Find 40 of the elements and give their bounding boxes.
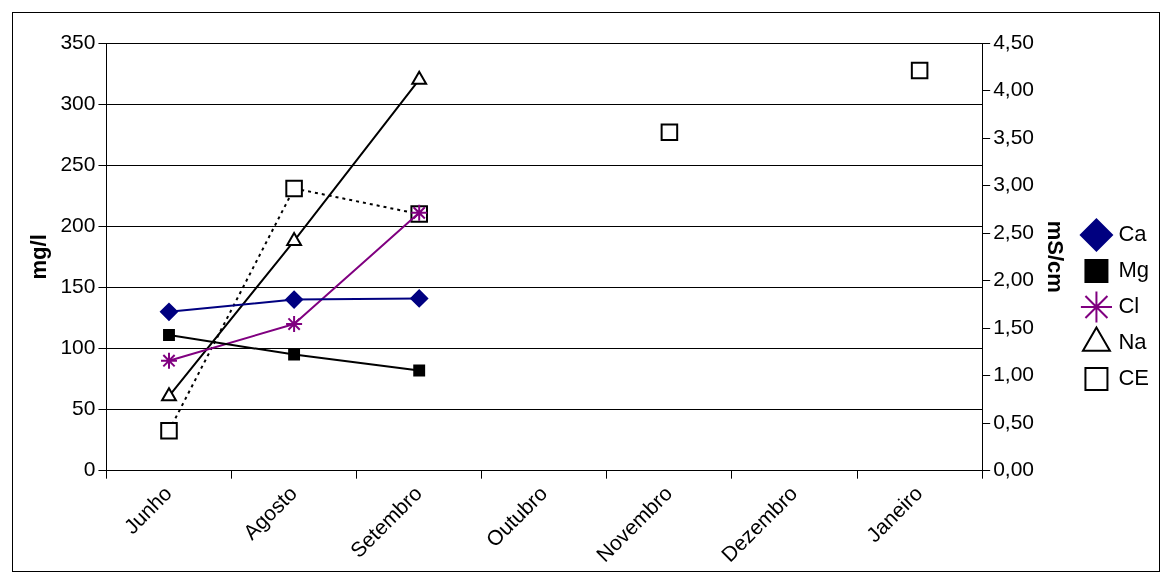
y-tick-label: 300 bbox=[60, 90, 96, 114]
legend-label: Ca bbox=[1118, 221, 1148, 247]
point bbox=[159, 351, 178, 370]
point bbox=[411, 70, 428, 85]
legend-label: Na bbox=[1118, 329, 1148, 355]
point bbox=[159, 302, 178, 321]
point bbox=[160, 421, 178, 440]
y2-tick-label: 0,50 bbox=[993, 409, 1035, 433]
y2-tick-label: 4,50 bbox=[993, 29, 1035, 53]
y2-axis-title: mS/cm bbox=[1043, 220, 1069, 293]
point bbox=[285, 315, 304, 334]
y2-tick-label: 0,00 bbox=[993, 457, 1035, 481]
legend-label: Mg bbox=[1118, 257, 1149, 283]
y-axis-title: mg/l bbox=[26, 234, 52, 280]
y2-tick-label: 1,50 bbox=[993, 314, 1035, 338]
point bbox=[285, 290, 304, 309]
point bbox=[410, 289, 429, 308]
y-tick-label: 50 bbox=[72, 396, 96, 420]
y-tick-label: 100 bbox=[60, 335, 96, 359]
point bbox=[910, 61, 929, 80]
y2-tick-label: 2,00 bbox=[993, 267, 1035, 291]
y-tick-label: 200 bbox=[60, 213, 96, 237]
point bbox=[286, 231, 303, 246]
y-tick-label: 250 bbox=[60, 151, 96, 175]
y2-tick-label: 4,00 bbox=[993, 77, 1035, 101]
y-tick-label: 150 bbox=[60, 274, 96, 298]
y-tick-label: 350 bbox=[60, 29, 96, 53]
point bbox=[288, 348, 301, 361]
y-tick-label: 0 bbox=[83, 457, 96, 481]
legend-label: CE bbox=[1118, 365, 1149, 391]
y2-tick-label: 2,50 bbox=[993, 219, 1035, 243]
y2-tick-label: 3,00 bbox=[993, 172, 1035, 196]
point bbox=[413, 364, 426, 377]
point bbox=[163, 329, 175, 341]
point bbox=[161, 387, 177, 402]
y2-tick-label: 1,00 bbox=[993, 362, 1035, 386]
point bbox=[285, 179, 303, 198]
y2-tick-label: 3,50 bbox=[993, 124, 1035, 148]
legend-label: Cl bbox=[1118, 293, 1140, 319]
point bbox=[660, 123, 679, 142]
